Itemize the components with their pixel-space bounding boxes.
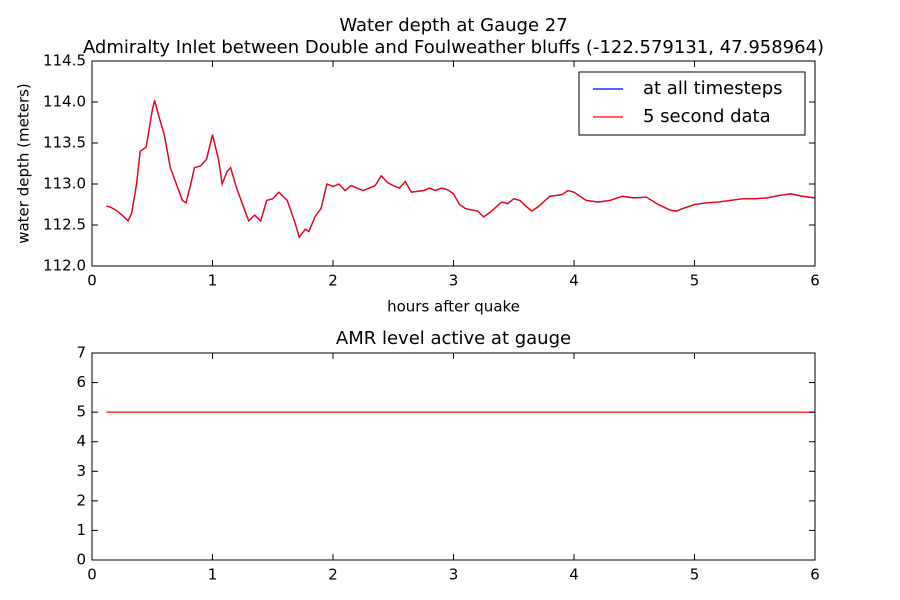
y-tick-label: 114.0 bbox=[43, 93, 86, 111]
x-axis-label: hours after quake bbox=[387, 298, 520, 316]
y-tick-label: 113.5 bbox=[43, 134, 86, 152]
x-tick-label: 6 bbox=[810, 566, 820, 584]
y-tick-label: 2 bbox=[76, 491, 86, 509]
y-tick-label: 112.0 bbox=[43, 257, 86, 275]
x-tick-label: 0 bbox=[87, 566, 97, 584]
y-tick-label: 113.0 bbox=[43, 175, 86, 193]
chart-title: AMR level active at gauge bbox=[336, 328, 571, 349]
legend-label: at all timesteps bbox=[643, 78, 783, 99]
y-tick-label: 114.5 bbox=[43, 52, 86, 70]
y-tick-label: 7 bbox=[76, 344, 86, 362]
x-tick-label: 3 bbox=[449, 272, 459, 290]
chart-subtitle: Admiralty Inlet between Double and Foulw… bbox=[83, 37, 824, 58]
x-tick-label: 0 bbox=[87, 272, 97, 290]
x-tick-label: 1 bbox=[208, 566, 218, 584]
x-tick-label: 1 bbox=[208, 272, 218, 290]
y-tick-label: 112.5 bbox=[43, 216, 86, 234]
x-tick-label: 2 bbox=[328, 566, 338, 584]
x-tick-label: 5 bbox=[690, 566, 700, 584]
y-axis-label: water depth (meters) bbox=[15, 83, 33, 244]
data-line bbox=[106, 100, 816, 239]
x-tick-label: 2 bbox=[328, 272, 338, 290]
x-tick-label: 5 bbox=[690, 272, 700, 290]
x-tick-label: 6 bbox=[810, 272, 820, 290]
legend-label: 5 second data bbox=[643, 106, 771, 127]
y-tick-label: 3 bbox=[76, 462, 86, 480]
y-tick-label: 5 bbox=[76, 403, 86, 421]
x-tick-label: 4 bbox=[569, 272, 579, 290]
y-tick-label: 0 bbox=[76, 551, 86, 569]
x-tick-label: 3 bbox=[449, 566, 459, 584]
y-tick-label: 1 bbox=[76, 521, 86, 539]
chart-title: Water depth at Gauge 27 bbox=[339, 15, 567, 36]
legend-box bbox=[578, 71, 806, 136]
y-tick-label: 4 bbox=[76, 432, 86, 450]
y-tick-label: 6 bbox=[76, 373, 86, 391]
x-tick-label: 4 bbox=[569, 566, 579, 584]
